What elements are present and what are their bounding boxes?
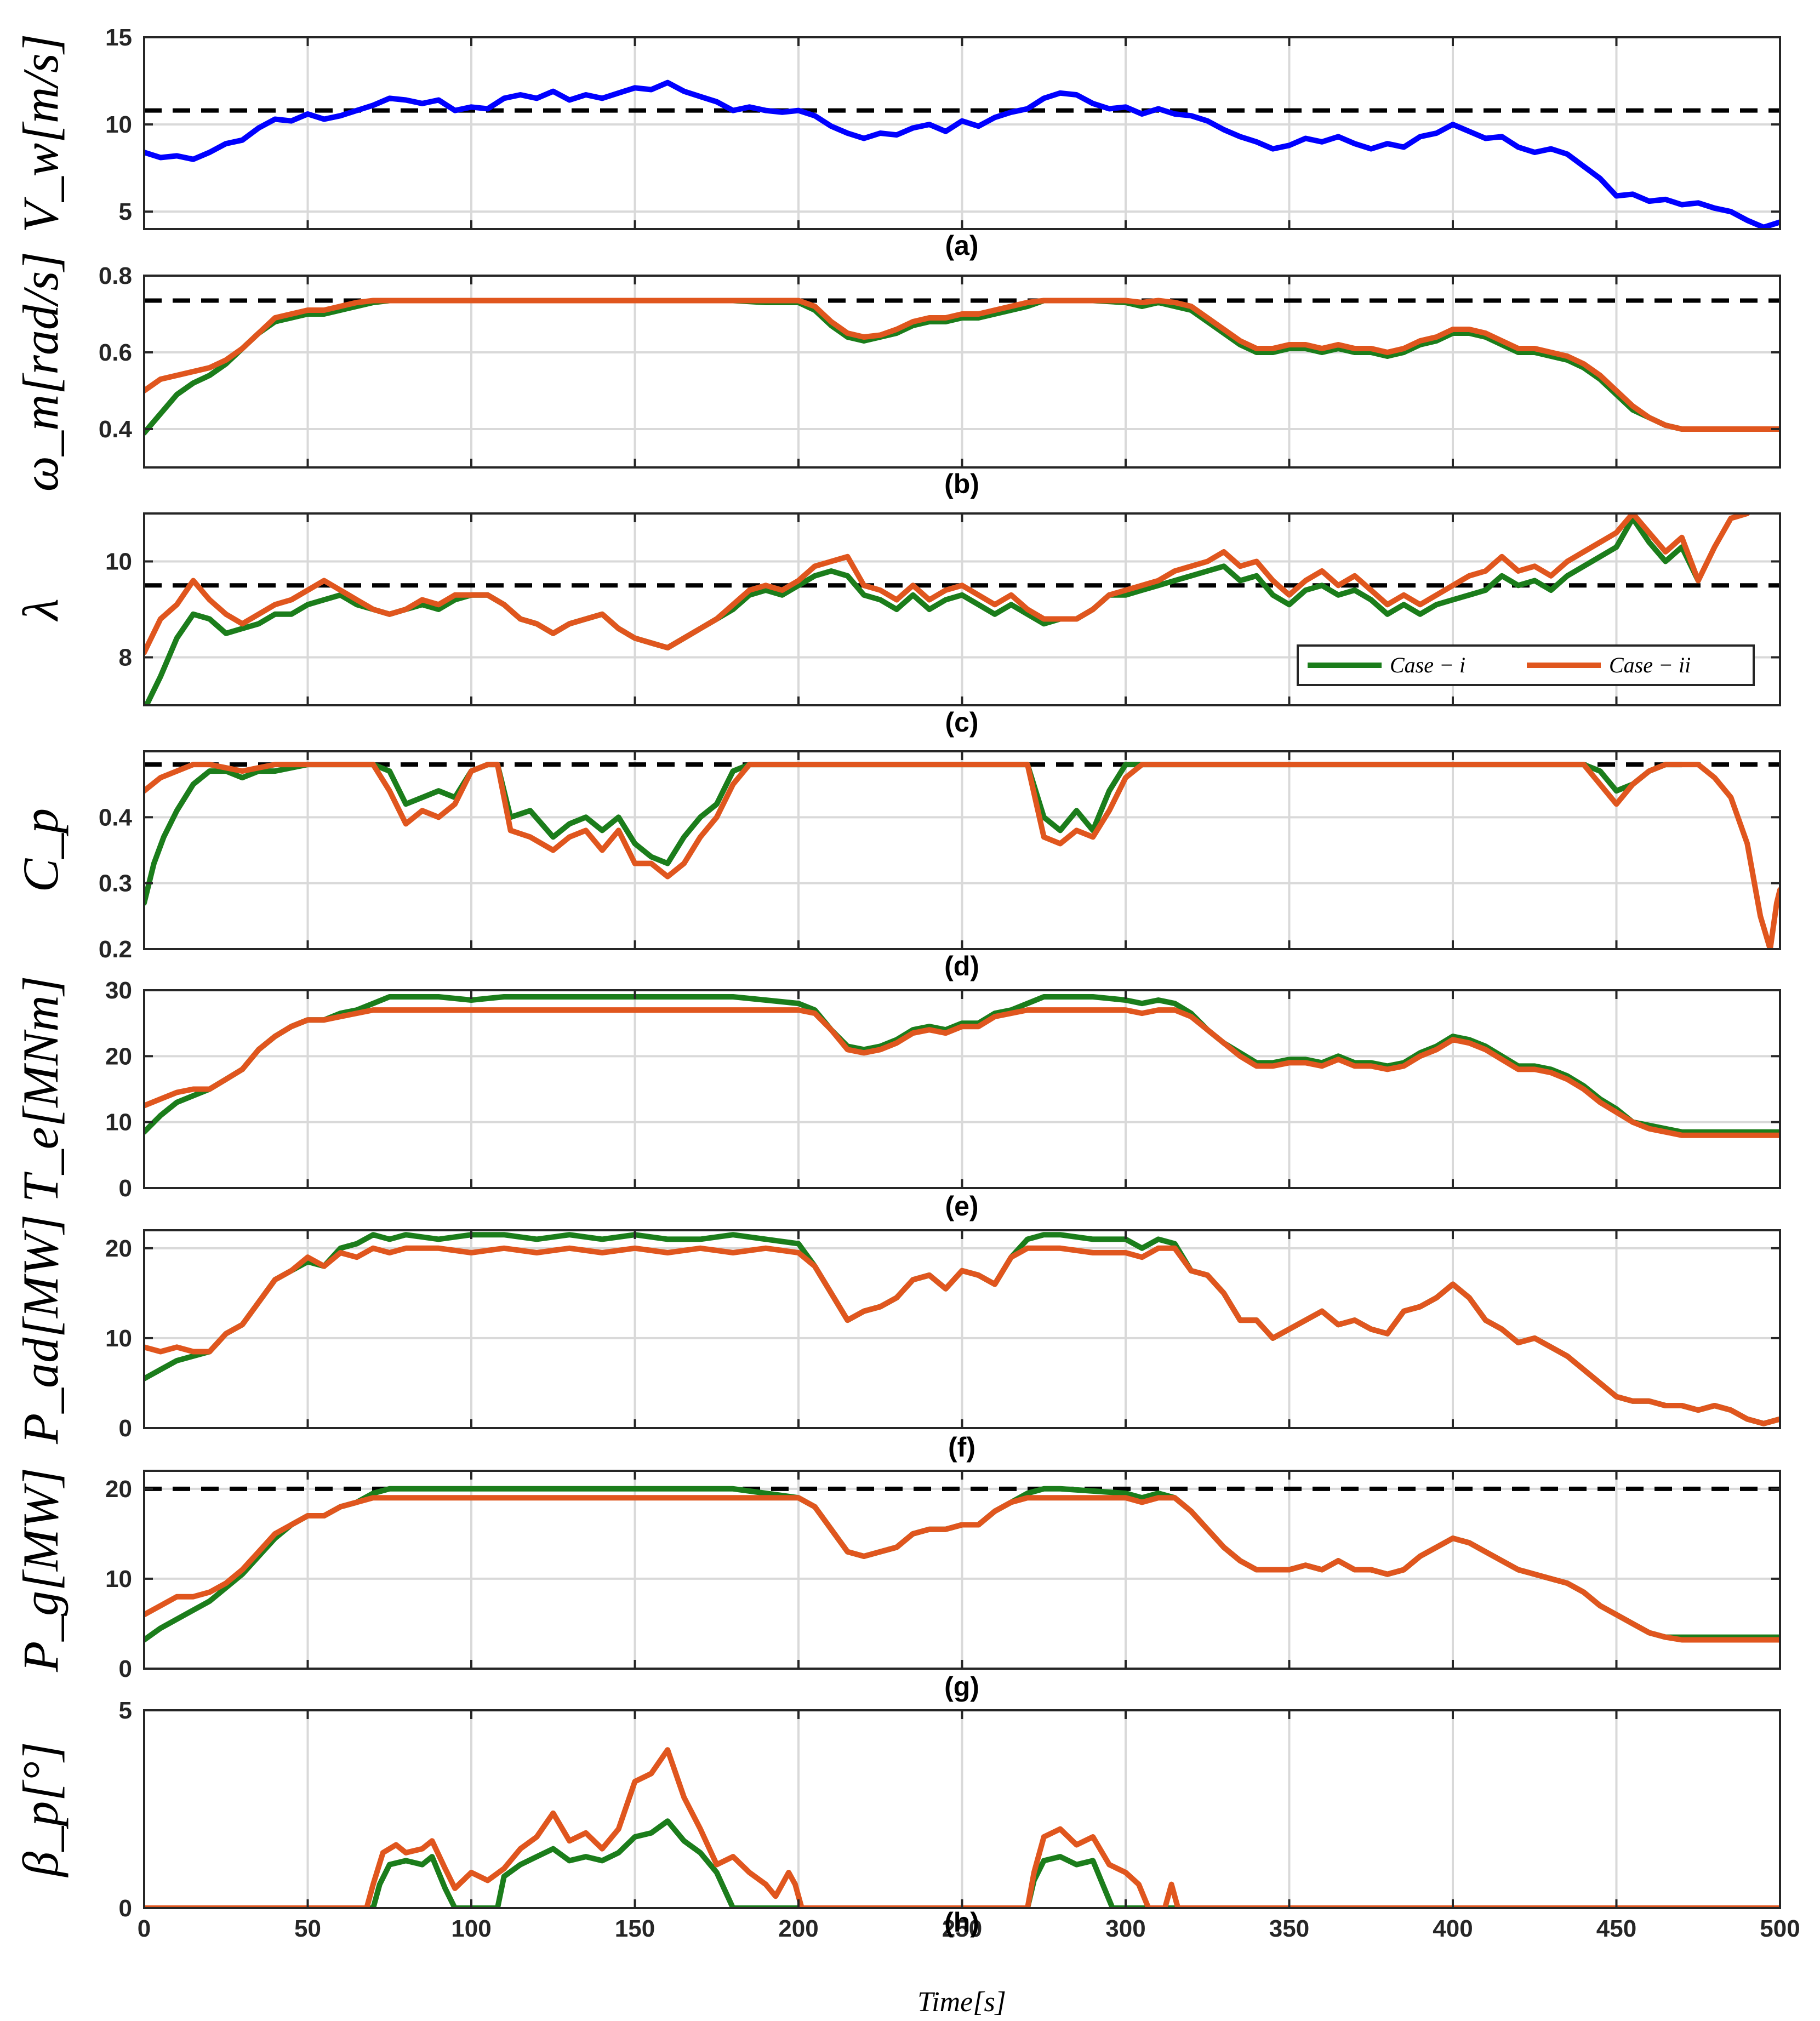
y-tick-label: 20 [105, 1476, 132, 1503]
series-line-case_ii [144, 298, 1780, 432]
y-axis-label: C_p [13, 808, 69, 892]
legend: Case − i Case − ii [1297, 644, 1755, 686]
series-line-case_ii [144, 1245, 1780, 1426]
y-tick-label: 10 [105, 549, 132, 575]
panel-h: 0 50 100 150 200 250 300 350 400 450 500 0 5 β_p[°] (h… [13, 1697, 1800, 1942]
y-tick-label: 0.4 [99, 416, 133, 443]
panel-g: 0 10 20 P_g[MW] (g) [13, 1468, 1781, 1702]
y-tick-label: 10 [105, 111, 132, 138]
x-tick-label: 0 [138, 1915, 151, 1942]
y-axis-label: P_ad[MW] [13, 1214, 69, 1445]
y-tick-label: 0.4 [99, 804, 133, 831]
x-axis-label: Time[s] [917, 1986, 1006, 2018]
y-tick-label: 10 [105, 1325, 132, 1352]
panel-d: 0.2 0.3 0.4 C_p (d) [13, 750, 1781, 981]
x-tick-label: 50 [294, 1915, 321, 1942]
y-axis-label: P_g[MW] [13, 1468, 69, 1672]
panel-f: 0 10 20 P_ad[MW] (f) [13, 1214, 1781, 1463]
y-tick-label: 10 [105, 1109, 132, 1136]
panel-label: (b) [944, 469, 979, 499]
panel-label: (h) [944, 1907, 979, 1938]
panel-label: (d) [944, 951, 979, 981]
series-line-case_ii [144, 1495, 1780, 1643]
y-axis-label: T_e[MNm] [13, 975, 69, 1202]
x-tick-label: 500 [1760, 1915, 1800, 1942]
panel-a: 5 10 15 V_w[m/s] (a) [13, 24, 1781, 261]
y-tick-label: 8 [119, 644, 132, 671]
y-tick-label: 20 [105, 1043, 132, 1070]
legend-entry: Case − i [1390, 653, 1465, 677]
y-tick-label: 0 [119, 1415, 132, 1442]
panel-label: (e) [945, 1191, 978, 1221]
panel-b: 0.4 0.6 0.8 ω_m[rad/s] (b) [13, 252, 1781, 499]
x-tick-label: 250 [942, 1915, 982, 1942]
x-tick-label: 100 [451, 1915, 491, 1942]
panel-e: 0 10 20 30 T_e[MNm] (e) [13, 975, 1781, 1221]
y-tick-label: 15 [105, 24, 132, 51]
panel-label: (c) [945, 707, 978, 738]
y-axis-label: V_w[m/s] [13, 34, 69, 233]
series-line-case_ii [144, 1007, 1780, 1138]
legend-box [1297, 644, 1755, 686]
y-tick-label: 0 [119, 1895, 132, 1922]
x-tick-label: 450 [1596, 1915, 1636, 1942]
legend-entry: Case − ii [1609, 653, 1691, 677]
y-tick-label: 30 [105, 977, 132, 1004]
series-line-wind [144, 79, 1780, 229]
y-axis-label: λ [13, 598, 69, 622]
series-line-case_ii [144, 513, 1750, 655]
series-line-case_ii [144, 762, 1780, 949]
panel-label: (g) [944, 1671, 979, 1702]
series-line-case_ii [144, 1747, 1780, 1908]
y-axis-label: β_p[°] [13, 1742, 69, 1877]
x-tick-label: 300 [1105, 1915, 1145, 1942]
panel-c: 8 10 λ (c) Case − i Case − ii [13, 512, 1781, 738]
x-tick-label: 400 [1433, 1915, 1473, 1942]
y-tick-label: 10 [105, 1566, 132, 1592]
panel-label: (f) [948, 1432, 975, 1463]
x-tick-label: 350 [1269, 1915, 1309, 1942]
series-line-case_i [144, 994, 1780, 1135]
x-tick-label: 150 [615, 1915, 655, 1942]
y-tick-label: 0 [119, 1655, 132, 1682]
y-tick-label: 0.6 [99, 339, 132, 366]
y-tick-label: 0.8 [99, 262, 132, 289]
y-tick-label: 5 [119, 198, 132, 225]
panels: 5 10 15 V_w[m/s] (a) 0.4 0.6 0.8 ω_m[rad/s] (b) 8 1… [13, 24, 1800, 1942]
x-tick-label: 200 [778, 1915, 818, 1942]
y-tick-label: 0 [119, 1175, 132, 1202]
y-tick-label: 0.2 [99, 936, 132, 963]
y-tick-label: 0.3 [99, 870, 132, 897]
panel-label: (a) [945, 230, 978, 261]
y-tick-label: 20 [105, 1235, 132, 1262]
y-tick-label: 5 [119, 1697, 132, 1724]
series-line-case_i [144, 1818, 1780, 1908]
y-axis-label: ω_m[rad/s] [13, 252, 69, 492]
